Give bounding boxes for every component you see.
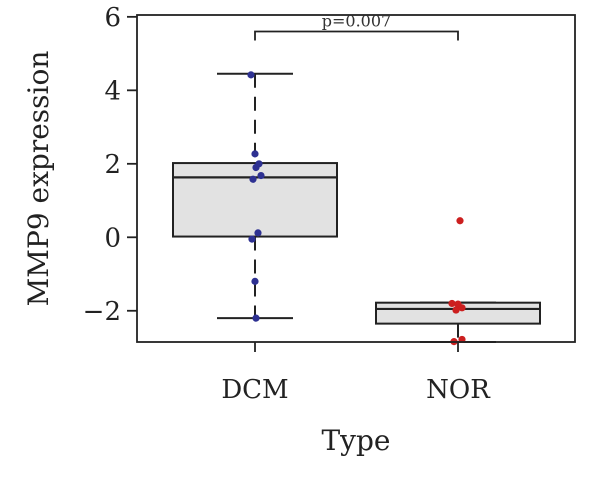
- data-point: [249, 175, 257, 183]
- y-axis: −2 0 2 4 6: [83, 3, 137, 327]
- data-point: [254, 229, 262, 237]
- data-point: [458, 304, 466, 312]
- y-tick-label: 4: [104, 76, 121, 106]
- box-iqr: [172, 162, 338, 238]
- y-tick-label: 2: [104, 150, 121, 180]
- data-point: [252, 314, 260, 322]
- y-tick-label: −2: [83, 297, 121, 327]
- x-axis-title: Type: [322, 424, 391, 457]
- y-axis-title: MMP9 expression: [22, 51, 55, 307]
- box-dcm: [172, 71, 338, 322]
- data-point: [248, 235, 256, 243]
- data-point: [257, 171, 265, 180]
- y-tick-label: 0: [104, 223, 121, 253]
- x-tick-label: NOR: [426, 375, 491, 405]
- plot-area: [172, 30, 541, 346]
- data-point: [247, 71, 255, 79]
- p-value-annotation: p=0.007: [322, 12, 391, 31]
- x-axis: DCM NOR: [221, 342, 491, 405]
- data-point: [252, 163, 260, 172]
- bracket-line: [254, 30, 459, 41]
- data-point: [251, 150, 259, 158]
- data-point: [456, 217, 464, 225]
- data-point: [251, 277, 259, 285]
- x-tick-label: DCM: [221, 375, 288, 405]
- y-tick-label: 6: [104, 3, 121, 33]
- plot-frame: [136, 14, 576, 343]
- data-point: [452, 306, 460, 314]
- data-point: [448, 299, 456, 308]
- significance-bracket: [254, 30, 459, 41]
- box-nor: [375, 217, 541, 346]
